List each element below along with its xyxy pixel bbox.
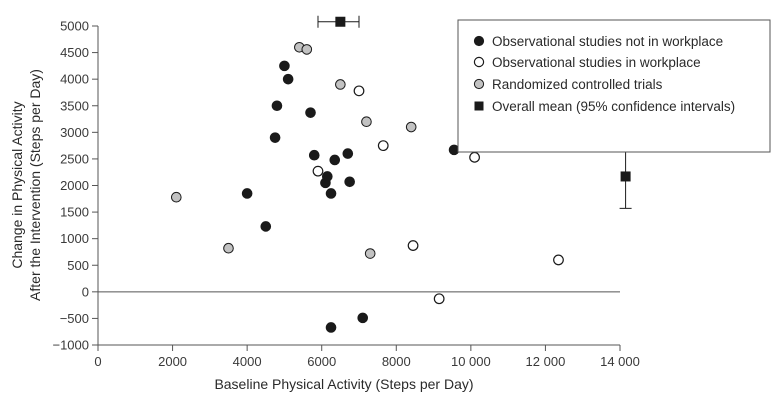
legend-marker-overall-mean — [474, 101, 484, 111]
point-observational-not-workplace — [308, 149, 320, 161]
y-axis-title-line-1: Change in Physical Activity — [9, 101, 25, 268]
x-tick-label: 10 000 — [451, 354, 491, 369]
y-tick-label: 3500 — [60, 98, 89, 113]
point-observational-not-workplace — [322, 171, 333, 182]
x-tick-label: 0 — [94, 354, 101, 369]
point-observational-workplace — [377, 140, 389, 152]
legend-box — [457, 19, 771, 153]
point-observational-not-workplace — [241, 188, 253, 199]
point-observational-workplace — [407, 240, 419, 251]
point-observational-workplace — [553, 254, 564, 266]
legend-marker-not-workplace — [473, 35, 485, 47]
y-tick-label: 2500 — [60, 151, 89, 166]
point-observational-not-workplace — [342, 148, 354, 159]
x-tick-label: 14 000 — [600, 354, 640, 369]
point-observational-not-workplace — [325, 188, 337, 199]
x-tick-label: 4000 — [233, 354, 262, 369]
axes — [92, 25, 621, 351]
point-observational-not-workplace — [279, 60, 290, 72]
point-observational-not-workplace — [329, 154, 341, 166]
point-observational-workplace — [312, 165, 324, 177]
legend-label-not-workplace: Observational studies not in workplace — [492, 34, 723, 49]
y-tick-label: 5000 — [60, 19, 89, 34]
point-observational-not-workplace — [344, 176, 355, 188]
y-tick-label: 0 — [82, 284, 89, 299]
point-observational-not-workplace — [357, 312, 369, 324]
overall-mean-error-bars — [317, 15, 632, 209]
point-observational-not-workplace — [269, 132, 281, 143]
point-observational-not-workplace — [325, 322, 337, 333]
x-tick-label: 12 000 — [526, 354, 566, 369]
y-tick-label: 2000 — [60, 178, 89, 193]
point-observational-not-workplace — [260, 221, 272, 232]
legend-label-workplace: Observational studies in workplace — [492, 55, 701, 70]
legend-marker-workplace — [473, 56, 485, 68]
legend: Observational studies not in workplace O… — [457, 19, 771, 153]
x-tick-label: 6000 — [307, 354, 336, 369]
y-tick-label: −1000 — [52, 338, 89, 353]
y-tick-label: −500 — [60, 311, 89, 326]
y-tick-label: 3000 — [60, 125, 89, 140]
point-observational-not-workplace — [282, 73, 294, 85]
tick-labels: −1000 −500 0 500 1000 1500 2000 2500 3000 3500 400… — [52, 19, 639, 370]
legend-label-overall-mean: Overall mean (95% confidence intervals) — [492, 99, 735, 114]
x-tick-label: 8000 — [382, 354, 411, 369]
y-tick-label: 4000 — [60, 72, 89, 87]
point-randomized-trial — [301, 44, 313, 55]
y-tick-label: 4500 — [60, 45, 89, 60]
x-axis-title: Baseline Physical Activity (Steps per Da… — [214, 376, 473, 392]
legend-marker-rct — [473, 78, 485, 90]
x-tick-label: 2000 — [158, 354, 187, 369]
overall-mean-square-x — [335, 16, 346, 27]
point-observational-not-workplace — [271, 100, 283, 112]
y-axis-title-line-2: After the Intervention (Steps per Day) — [27, 69, 43, 301]
point-randomized-trial — [223, 242, 234, 254]
point-randomized-trial — [405, 121, 417, 133]
point-observational-not-workplace — [305, 107, 316, 118]
point-observational-workplace — [469, 151, 480, 163]
overall-mean-square-y — [620, 171, 631, 182]
point-randomized-trial — [335, 79, 346, 90]
point-randomized-trial — [171, 191, 182, 203]
point-observational-workplace — [353, 85, 365, 97]
point-randomized-trial — [364, 248, 376, 259]
legend-label-rct: Randomized controlled trials — [492, 77, 663, 92]
y-tick-label: 1000 — [60, 231, 89, 246]
y-tick-label: 1500 — [60, 205, 89, 220]
y-tick-label: 500 — [67, 258, 89, 273]
point-randomized-trial — [361, 116, 372, 127]
data-points — [171, 41, 564, 333]
point-observational-workplace — [433, 293, 445, 305]
point-observational-not-workplace — [448, 144, 460, 156]
